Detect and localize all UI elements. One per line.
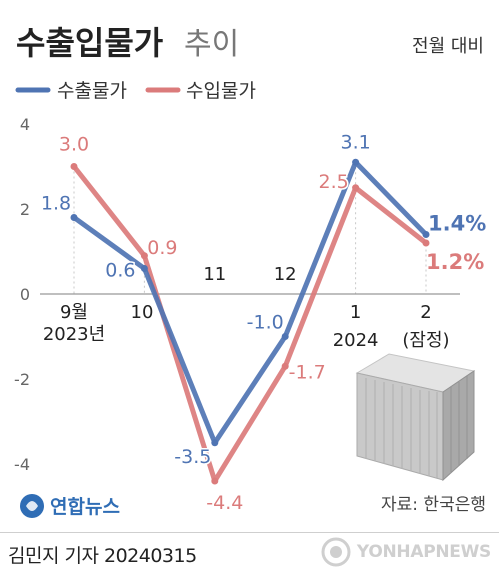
data-label-export: -1.0 [247,312,284,334]
data-label-import: -1.7 [289,361,326,383]
x-tick-label-sub: 2024 [333,330,379,351]
x-tick-label-sub: 2023년 [43,324,105,345]
x-tick-label: 2 [420,302,431,323]
x-tick-label: 1 [350,302,361,323]
data-label-import: 0.9 [147,237,177,259]
x-tick-label-sub: (잠정) [402,330,449,351]
data-point-import [70,163,78,170]
series-line-import [71,164,429,484]
footer-divider [0,532,499,533]
reporter-credit: 김민지 기자 20240315 [8,545,197,567]
footer [0,530,499,579]
source-note: 자료: 한국은행 [381,495,486,515]
data-point-import [211,477,219,485]
data-label-import: 3.0 [59,134,89,156]
data-point-import [352,184,360,192]
legend: 수출물가 수입물가 [15,80,256,102]
watermark: YONHAPNEWS [321,536,491,568]
x-tick-label: 9월 [60,302,88,323]
data-label-import: 1.2% [426,250,484,274]
data-point-export [211,439,219,447]
data-label-export: 0.6 [105,260,135,282]
data-label-import: 2.5 [318,171,348,193]
data-point-import [422,239,430,247]
data-point-import [281,362,289,370]
x-tick-label: 10 [131,302,154,323]
y-tick-label: 4 [20,115,30,134]
data-label-export: -3.5 [174,446,211,468]
data-label-export: 3.1 [340,131,370,153]
y-tick-label: 2 [20,200,30,219]
y-tick-label: -2 [14,370,30,389]
watermark-text: YONHAPNEWS [356,542,491,562]
agency-logo: 연합뉴스 [20,494,120,518]
data-labels: 1.8 0.6 -3.5 -1.0 3.1 1.4% 3.0 0.9 -4.4 -1.7 2.5 1.… [39,130,487,516]
data-label-import: -4.4 [206,492,243,514]
data-label-export: 1.4% [428,212,486,236]
data-point-export [70,214,78,221]
data-point-export [281,333,289,340]
x-tick-label: 12 [274,264,297,285]
data-point-export [422,231,430,238]
unit-note: 전월 대비 [412,36,484,57]
data-point-import [140,252,148,260]
legend-label-import: 수입물가 [186,80,256,102]
y-tick-label: 0 [20,285,30,304]
agency-logo-text: 연합뉴스 [50,496,120,518]
series-lines [70,158,430,485]
data-point-export [140,265,148,272]
container-illustration [355,353,476,482]
y-tick-label: -4 [14,455,30,474]
watermark-logo-icon [321,537,351,567]
data-point-export [352,158,360,166]
chart-title-suffix: 추이 [184,27,239,62]
data-label-export: 1.8 [41,193,71,215]
chart-title: 수출입물가 [16,24,163,62]
legend-label-export: 수출물가 [57,80,127,102]
series-line-export [71,159,429,446]
x-tick-label: 11 [203,264,226,285]
y-axis: 4 2 0 -2 -4 [14,115,30,474]
